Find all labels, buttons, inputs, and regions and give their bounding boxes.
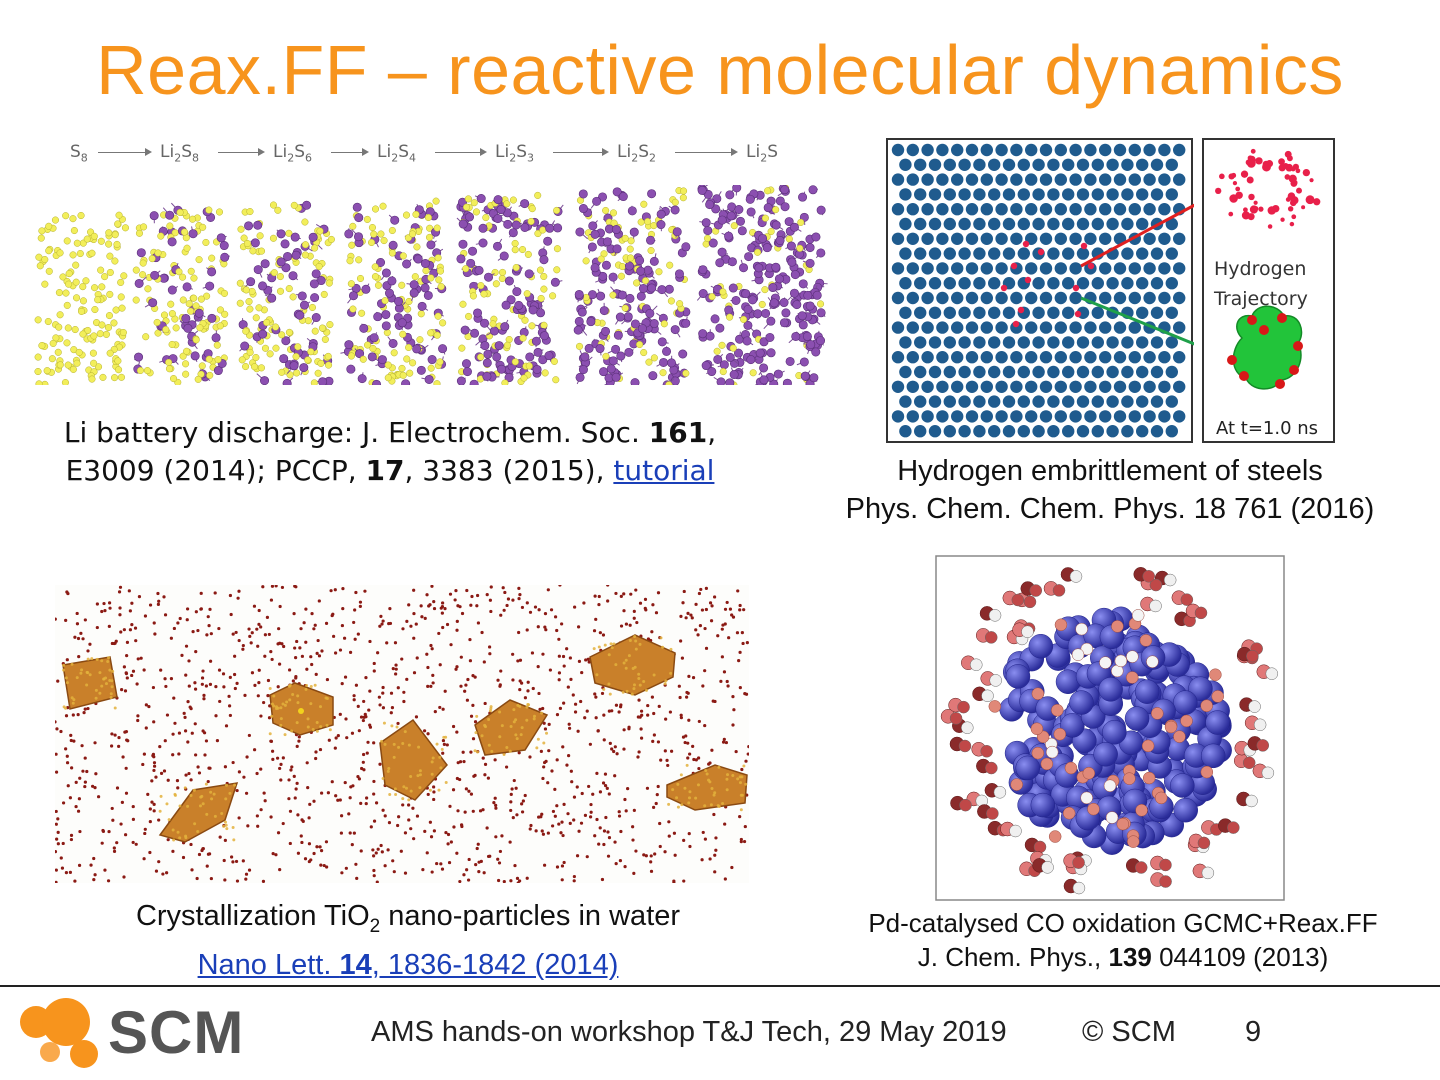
sequence-species: S8 (70, 142, 88, 165)
footer-divider (0, 985, 1440, 987)
pd-caption-volume: 139 (1108, 942, 1152, 972)
hydrogen-label-line2: Trajectory (1214, 288, 1308, 310)
footer-copyright: © SCM (1082, 1016, 1176, 1048)
pd-nanoparticle-image (935, 555, 1285, 901)
scm-logo-icon (20, 998, 98, 1068)
battery-caption-pages: , 3383 (2015), (404, 454, 614, 487)
tio2-caption-o: O (347, 900, 370, 932)
reaction-sequence: S8 Li2S8 Li2S6 Li2S4 Li2S3 Li2S2 Li2S (30, 142, 830, 172)
sequence-species: Li2S2 (617, 142, 656, 165)
sequence-arrow (98, 148, 152, 156)
sequence-species: Li2S4 (377, 142, 416, 165)
hydrogen-label: Hydrogen Trajectory (1214, 254, 1308, 314)
pd-caption-journal: J. Chem. Phys., (917, 942, 1109, 972)
hydrogen-trajectory-panel (1202, 138, 1335, 443)
sequence-species: Li2S8 (160, 142, 199, 165)
iron-lattice-panel (886, 138, 1194, 443)
pd-caption-title: Pd-catalysed CO oxidation GCMC+Reax.FF (868, 908, 1378, 938)
battery-simulation-boxes (34, 185, 828, 385)
battery-discharge-figure: S8 Li2S8 Li2S6 Li2S4 Li2S3 Li2S2 Li2S (30, 130, 830, 400)
tio2-caption: Crystallization TiO2 nano-particles in w… (60, 897, 756, 984)
sequence-arrow (218, 148, 265, 156)
sequence-arrow (553, 148, 609, 156)
hydrogen-caption: Hydrogen embrittlement of steels Phys. C… (800, 452, 1420, 528)
hydrogen-figure: Hydrogen Trajectory At t=1.0 ns (886, 138, 1336, 444)
nano-lett-link[interactable]: Nano Lett. 14, 1836-1842 (2014) (198, 949, 619, 981)
sequence-arrow (435, 148, 487, 156)
scm-logo: SCM (8, 992, 248, 1076)
sequence-species: Li2S (746, 142, 778, 165)
nano-lett-journal[interactable]: Nano Lett. (197, 948, 340, 981)
footer-workshop: AMS hands-on workshop T&J Tech, 29 May 2… (371, 1016, 1007, 1048)
battery-caption-volume: 161 (648, 416, 708, 449)
sequence-species: Li2S3 (495, 142, 534, 165)
battery-caption-text: Li battery discharge: J. Electrochem. So… (63, 416, 649, 449)
battery-caption-pccp-volume: 17 (365, 454, 405, 487)
scm-logo-text: SCM (108, 999, 245, 1066)
tio2-caption-rest: nano-particles in water (380, 900, 681, 932)
pd-caption: Pd-catalysed CO oxidation GCMC+Reax.FF J… (820, 906, 1426, 974)
page-number: 9 (1245, 1016, 1262, 1048)
battery-caption-ref: E3009 (2014); PCCP, (65, 454, 366, 487)
sequence-arrow (331, 148, 369, 156)
nano-lett-pages[interactable]: , 1836-1842 (2014) (371, 948, 619, 981)
sequence-arrow (675, 148, 738, 156)
tio2-caption-subscript: 2 (369, 915, 381, 937)
sequence-species: Li2S6 (273, 142, 312, 165)
pd-caption-pages: 044109 (2013) (1151, 942, 1329, 972)
tio2-crystallization-image (55, 585, 749, 883)
battery-caption-comma: , (707, 416, 717, 449)
hydrogen-label-line1: Hydrogen (1214, 258, 1307, 280)
hydrogen-caption-ref: Phys. Chem. Chem. Phys. 18 761 (2016) (845, 493, 1375, 525)
battery-caption: Li battery discharge: J. Electrochem. So… (30, 414, 750, 490)
nano-lett-volume[interactable]: 14 (339, 948, 372, 981)
time-label: At t=1.0 ns (1216, 418, 1319, 439)
slide-title: Reax.FF – reactive molecular dynamics (96, 31, 1344, 109)
tio2-caption-text: Crystallization Ti (135, 900, 348, 932)
tutorial-link[interactable]: tutorial (613, 454, 715, 487)
hydrogen-caption-title: Hydrogen embrittlement of steels (897, 455, 1323, 487)
